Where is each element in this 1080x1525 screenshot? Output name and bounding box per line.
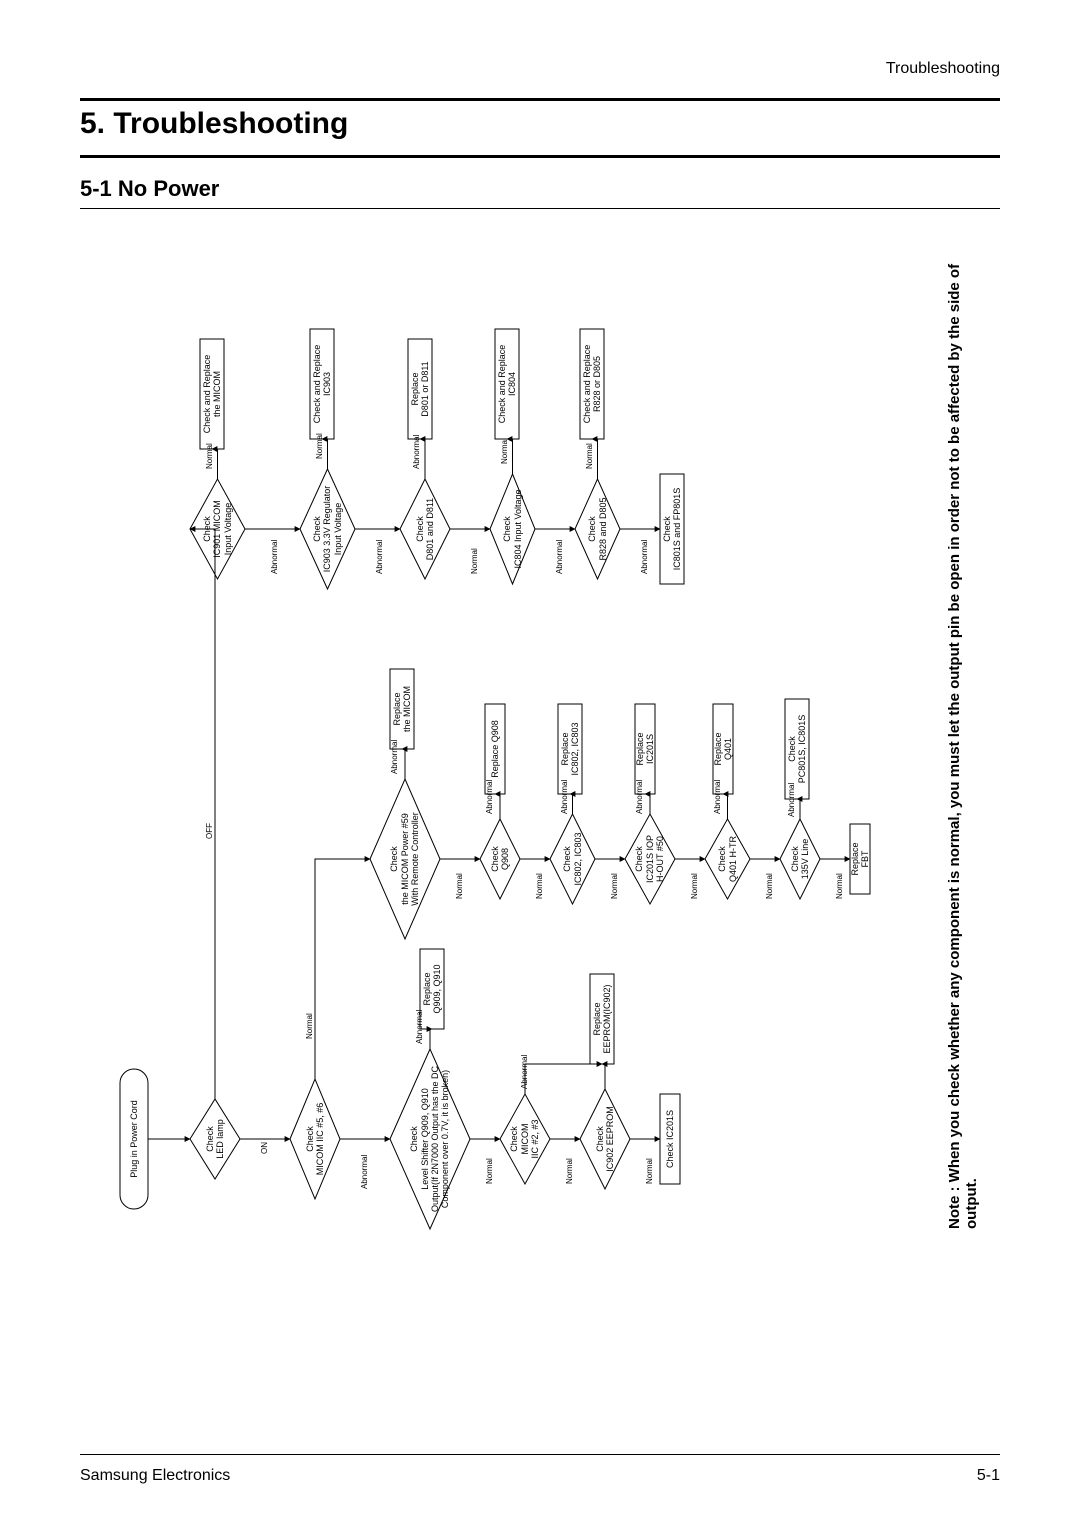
- flow-edge-label: Normal: [645, 1158, 654, 1184]
- flow-node-label: ReplaceD801 or D811: [408, 339, 432, 439]
- flow-edge-label: Normal: [485, 1158, 494, 1184]
- flow-edge-label: Abnormal: [360, 1155, 369, 1189]
- flow-edge-label: Normal: [205, 443, 214, 469]
- flow-edge-label: Normal: [765, 873, 774, 899]
- footer: Samsung Electronics 5-1: [80, 1467, 1000, 1485]
- flow-node-label: Check135V Line: [780, 819, 820, 899]
- section-title: 5-1 No Power: [80, 176, 1000, 202]
- flow-node-label: Plug in Power Cord: [120, 1069, 148, 1209]
- rule: [80, 155, 1000, 158]
- flow-edge-label: Abnormal: [635, 780, 644, 814]
- flow-node-label: CheckMICOM IIC #5, #6: [290, 1079, 340, 1199]
- flow-edge-label: ON: [260, 1142, 269, 1154]
- flow-node-label: CheckIC804 Input Voltage: [490, 474, 535, 584]
- rule: [80, 1454, 1000, 1455]
- flowchart-container: Plug in Power Cord CheckLED lamp CheckMICO…: [80, 219, 1000, 1239]
- flow-node-label: CheckIC903 3.3V RegulatorInput Voltage: [300, 469, 355, 589]
- rule: [80, 98, 1000, 101]
- flow-node-label: CheckLED lamp: [190, 1099, 240, 1179]
- flow-edge-label: Abnormal: [412, 435, 421, 469]
- page: Troubleshooting 5. Troubleshooting 5-1 N…: [0, 0, 1080, 1525]
- flow-node-label: CheckIC802, IC803: [550, 814, 595, 904]
- flow-edge-label: Abnormal: [270, 540, 279, 574]
- flow-edge-label: Abnormal: [375, 540, 384, 574]
- flow-edge-label: Normal: [585, 443, 594, 469]
- flow-node-label: Check IC201S: [660, 1094, 680, 1184]
- flow-edge-label: Normal: [835, 873, 844, 899]
- flow-node-label: ReplaceFBT: [850, 824, 870, 894]
- flow-node-label: CheckIC201S IOPH-OUT #50: [625, 814, 675, 904]
- flow-edge-label: Normal: [470, 548, 479, 574]
- running-header: Troubleshooting: [80, 60, 1000, 78]
- flow-node-label: Check and ReplaceR828 or D805: [580, 329, 604, 439]
- flow-edge-label: Normal: [610, 873, 619, 899]
- flow-edge-label: Abnormal: [640, 540, 649, 574]
- flow-node-label: CheckQ908: [480, 819, 520, 899]
- flow-node-label: Checkthe MICOM Power #59With Remote Cont…: [370, 779, 440, 939]
- flow-edge-label: OFF: [205, 823, 214, 839]
- flow-edge-label: Normal: [315, 433, 324, 459]
- flow-node-label: CheckMICOMIIC #2, #3: [500, 1094, 550, 1184]
- flow-node-label: CheckD801 and D811: [400, 479, 450, 579]
- flow-edge-label: Normal: [500, 438, 509, 464]
- flow-node-label: CheckQ401 H-TR: [705, 819, 750, 899]
- flow-edge-label: Normal: [305, 1013, 314, 1039]
- flow-node-label: CheckIC902 EEPROM: [580, 1089, 630, 1189]
- rule: [80, 208, 1000, 209]
- flow-node-label: Check and Replacethe MICOM: [200, 339, 224, 449]
- flow-edge-label: Abnormal: [787, 783, 796, 817]
- flow-node-label: Check and ReplaceIC804: [495, 329, 519, 439]
- flow-edge-label: Abnormal: [415, 1010, 424, 1044]
- flow-node-label: CheckR828 and D805: [575, 479, 620, 579]
- flow-edge-label: Normal: [565, 1158, 574, 1184]
- footer-right: 5-1: [977, 1467, 1000, 1485]
- flow-edge-label: Normal: [690, 873, 699, 899]
- footnote: Note : When you check whether any compon…: [946, 229, 980, 1229]
- flow-edge-label: Normal: [455, 873, 464, 899]
- chapter-title: 5. Troubleshooting: [80, 107, 1000, 141]
- flow-edge-label: Abnormal: [713, 780, 722, 814]
- footer-left: Samsung Electronics: [80, 1467, 230, 1485]
- flow-node-label: CheckIC801S and FP801S: [660, 474, 684, 584]
- flow-node-label: Replacethe MICOM: [390, 669, 414, 749]
- flow-node-label: CheckLevel Shifter Q909, Q910Output(If 2…: [390, 1049, 470, 1229]
- flow-node-label: CheckIC901 MICOMInput Voltage: [190, 479, 245, 579]
- flow-edge-label: Abnormal: [560, 780, 569, 814]
- flow-edge-label: Abnormal: [555, 540, 564, 574]
- flow-node-label: Check and ReplaceIC903: [310, 329, 334, 439]
- flowchart-rotated: Plug in Power Cord CheckLED lamp CheckMICO…: [80, 219, 1000, 1239]
- flow-edge-label: Abnormal: [390, 740, 399, 774]
- flow-edge-label: Abnormal: [485, 780, 494, 814]
- flow-edge-label: Normal: [535, 873, 544, 899]
- flow-edge-label: Abnormal: [520, 1055, 529, 1089]
- flow-node-label: ReplaceEEPROM(IC902): [590, 974, 614, 1064]
